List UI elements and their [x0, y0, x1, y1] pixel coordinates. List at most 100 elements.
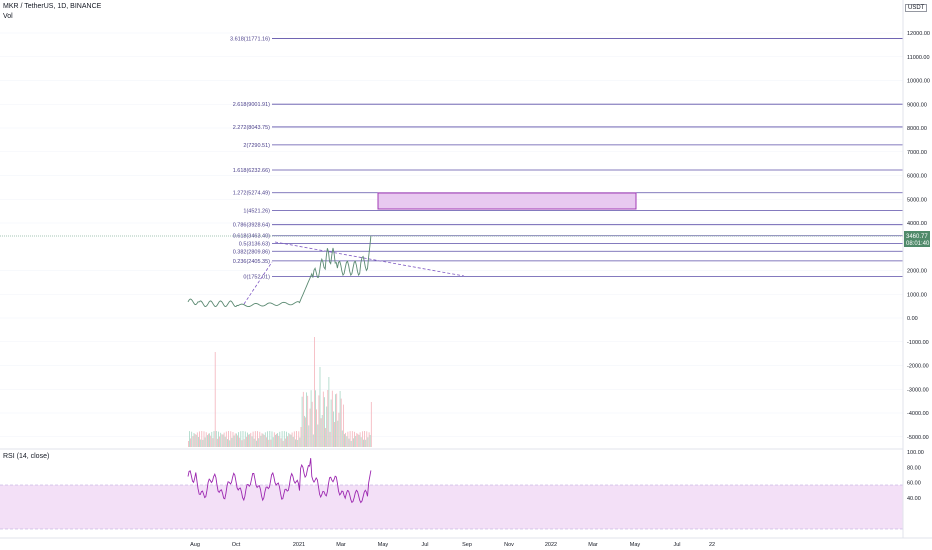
volume-bar [256, 440, 257, 447]
volume-bar [246, 436, 247, 447]
volume-bar [369, 435, 371, 447]
price-tick-label: 11000.00 [907, 55, 930, 61]
rsi-tick-label: 60.00 [907, 481, 921, 487]
symbol-title[interactable]: MKR / TetherUS, 1D, BINANCE [3, 3, 102, 10]
time-tick-label: 2022 [545, 542, 557, 548]
volume-bar [366, 431, 368, 447]
volume-bar [316, 409, 317, 447]
fib-level-label: 2(7290.51) [243, 143, 270, 149]
volume-bar [224, 436, 226, 447]
fib-level-label: 1(4521.26) [243, 209, 270, 215]
volume-bar [252, 431, 254, 447]
volume-bar [339, 391, 341, 447]
price-tick-label: 7000.00 [907, 150, 927, 156]
volume-bar [300, 427, 302, 447]
volume-bar [326, 406, 328, 447]
volume-bar [365, 439, 367, 447]
volume-bar [291, 432, 293, 447]
price-tick-label: -5000.00 [907, 435, 929, 441]
volume-bar [253, 438, 255, 447]
volume-bar [271, 431, 273, 447]
volume-bar [243, 439, 245, 447]
volume-bar [203, 431, 205, 447]
volume-bar [338, 412, 340, 447]
fib-level-label: 3.618(11771.16) [230, 36, 270, 42]
volume-bar [213, 431, 215, 447]
fib-level-label: 0.236(2405.35) [233, 259, 270, 265]
price-tick-label: 1000.00 [907, 292, 927, 298]
volume-bar [223, 432, 225, 447]
volume-bar [297, 440, 299, 447]
fibonacci-levels: 3.618(11771.16) 2.618(9001.91) 2.272(8043.… [230, 36, 903, 280]
volume-bar [244, 431, 246, 447]
volume-bar [240, 431, 242, 447]
volume-bar [204, 437, 206, 447]
volume-bar [335, 394, 336, 447]
volume-bar [283, 431, 285, 447]
volume-bar [267, 431, 268, 447]
volume-bar [347, 431, 349, 447]
volume-bar [247, 432, 248, 447]
price-tick-label: 5000.00 [907, 197, 927, 203]
volume-bar [279, 431, 281, 447]
volume-bar [234, 433, 236, 447]
volume-bar [344, 434, 345, 447]
volume-bar [194, 434, 196, 447]
rsi-indicator-label[interactable]: RSI (14, close) [3, 453, 50, 460]
volume-bar [275, 434, 276, 447]
fib-level-label: 1.272(5274.49) [233, 191, 270, 197]
volume-bar [254, 431, 256, 447]
volume-bar [346, 436, 348, 447]
time-tick-label: May [630, 542, 641, 548]
volume-bars [188, 337, 372, 447]
volume-bar [272, 437, 274, 447]
volume-bar [250, 432, 252, 447]
volume-bar [249, 434, 251, 447]
time-tick-label: Aug [190, 542, 200, 548]
volume-bar [360, 437, 362, 447]
volume-bar [273, 432, 275, 447]
time-tick-label: Mar [336, 542, 346, 548]
trend-line-dashed-rising[interactable] [243, 261, 273, 305]
time-tick-label: Mar [588, 542, 598, 548]
volume-bar [287, 436, 288, 447]
volume-bar [286, 431, 287, 447]
volume-bar [359, 432, 361, 447]
volume-bar [362, 431, 363, 447]
volume-bar [266, 437, 267, 447]
volume-bar [321, 415, 323, 447]
price-tick-label: 8000.00 [907, 126, 927, 132]
volume-bar [292, 436, 294, 447]
volume-bar [258, 438, 260, 447]
trend-line-dashed[interactable] [274, 241, 465, 277]
rsi-band [0, 485, 903, 529]
volume-bar [210, 435, 212, 447]
volume-bar [319, 367, 321, 447]
volume-bar [357, 433, 359, 447]
volume-bar [237, 435, 238, 447]
volume-bar [230, 431, 232, 447]
volume-bar [356, 433, 358, 447]
volume-bar [278, 435, 280, 447]
volume-bar [293, 431, 295, 447]
volume-indicator-label[interactable]: Vol [3, 13, 13, 20]
target-zone-rectangle[interactable] [377, 192, 637, 210]
bar-countdown: 08:01:40 [906, 241, 930, 247]
volume-bar [280, 438, 282, 447]
volume-bar [192, 436, 194, 447]
volume-bar [251, 436, 253, 447]
volume-bar [261, 433, 263, 447]
volume-bar [232, 432, 234, 447]
volume-bar [260, 435, 262, 447]
volume-bar [239, 437, 241, 447]
volume-bar [302, 391, 304, 447]
time-tick-label: 2021 [293, 542, 305, 548]
volume-bar [218, 431, 219, 447]
last-price-value: 3460.77 [906, 234, 928, 240]
volume-bar [336, 393, 338, 447]
volume-bar [231, 437, 233, 447]
volume-bar [282, 440, 284, 447]
time-tick-label: 22 [709, 542, 715, 548]
